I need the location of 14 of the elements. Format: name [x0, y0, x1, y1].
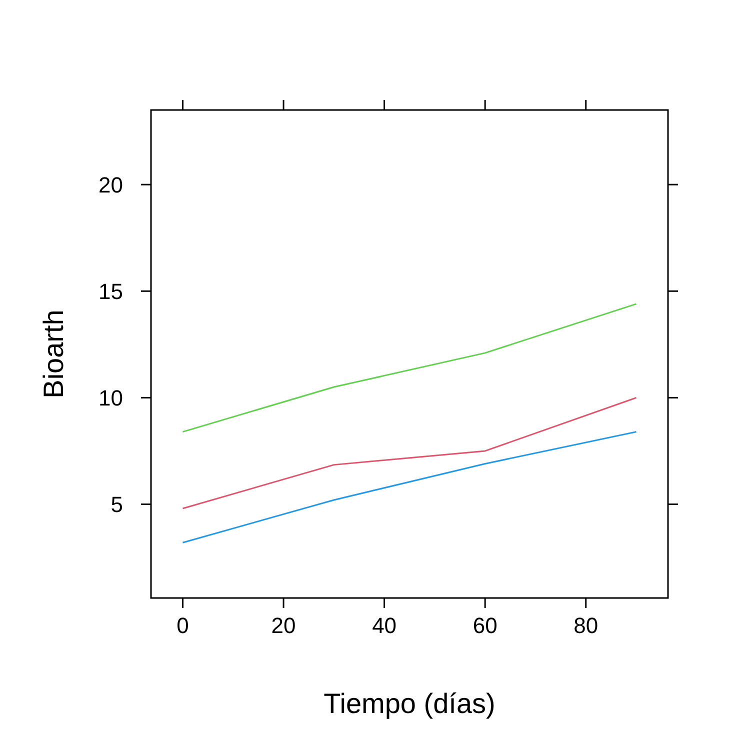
y-tick-label: 15	[98, 279, 123, 304]
x-tick-label: 0	[176, 613, 189, 638]
y-tick-label: 20	[98, 172, 123, 198]
x-tick-label: 60	[472, 613, 498, 638]
y-tick-label: 5	[110, 492, 123, 518]
y-tick-label: 10	[98, 386, 123, 411]
line-series	[182, 303, 638, 433]
line-series	[182, 396, 638, 510]
line-series	[182, 431, 638, 544]
x-tick-label: 40	[372, 613, 397, 638]
x-tick-label: 80	[574, 613, 598, 638]
x-tick-label: 20	[271, 613, 296, 638]
x-axis-title: Tiempo (días)	[324, 688, 496, 719]
y-axis-title: Bioarth	[38, 310, 69, 398]
